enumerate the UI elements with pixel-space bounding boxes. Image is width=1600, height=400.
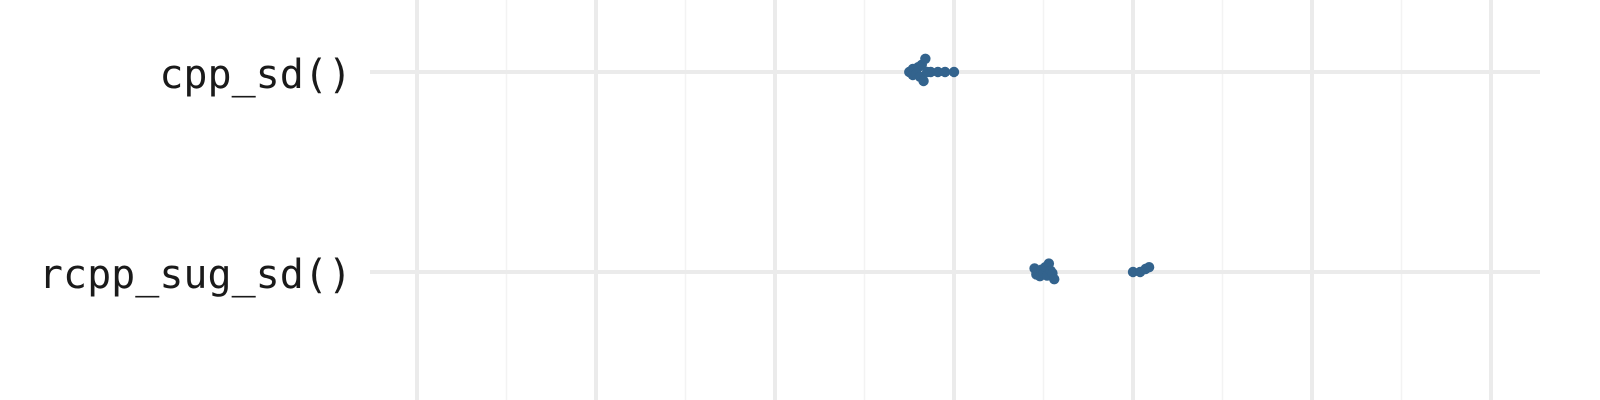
- data-point: [948, 66, 960, 78]
- data-point: [932, 66, 944, 78]
- data-points: [904, 53, 1155, 285]
- data-point: [1127, 266, 1139, 278]
- data-point: [920, 53, 931, 64]
- category-label-cpp-sd: cpp_sd(): [159, 52, 352, 98]
- data-point: [939, 66, 951, 78]
- category-label-rcpp-sug-sd: rcpp_sug_sd(): [39, 252, 352, 298]
- data-point: [1049, 274, 1060, 285]
- data-point: [1143, 262, 1155, 273]
- data-point: [925, 66, 936, 78]
- major-gridlines: [415, 0, 1493, 400]
- minor-gridlines: [505, 0, 1403, 400]
- data-point: [918, 75, 929, 87]
